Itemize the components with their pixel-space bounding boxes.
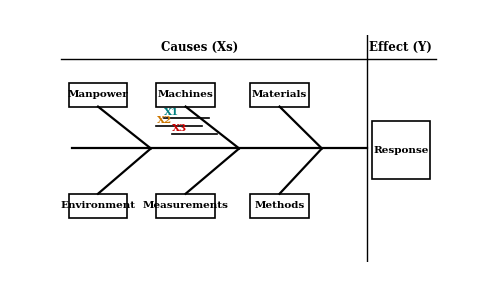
Bar: [156, 194, 214, 218]
Text: X3: X3: [171, 124, 186, 133]
Text: Effect (Y): Effect (Y): [369, 41, 431, 54]
Text: Causes (Xs): Causes (Xs): [161, 41, 238, 54]
Bar: [250, 194, 308, 218]
Text: Materials: Materials: [251, 90, 306, 99]
Text: Manpower: Manpower: [67, 90, 128, 99]
Bar: [250, 83, 308, 107]
Bar: [69, 83, 127, 107]
Bar: [69, 194, 127, 218]
Text: Machines: Machines: [157, 90, 213, 99]
Text: Methods: Methods: [254, 201, 304, 210]
Bar: [371, 121, 429, 179]
Text: X2: X2: [156, 116, 171, 125]
Text: Response: Response: [373, 146, 428, 155]
Text: Measurements: Measurements: [142, 201, 228, 210]
Text: X1: X1: [164, 108, 179, 117]
Text: Environment: Environment: [60, 201, 135, 210]
Bar: [156, 83, 214, 107]
